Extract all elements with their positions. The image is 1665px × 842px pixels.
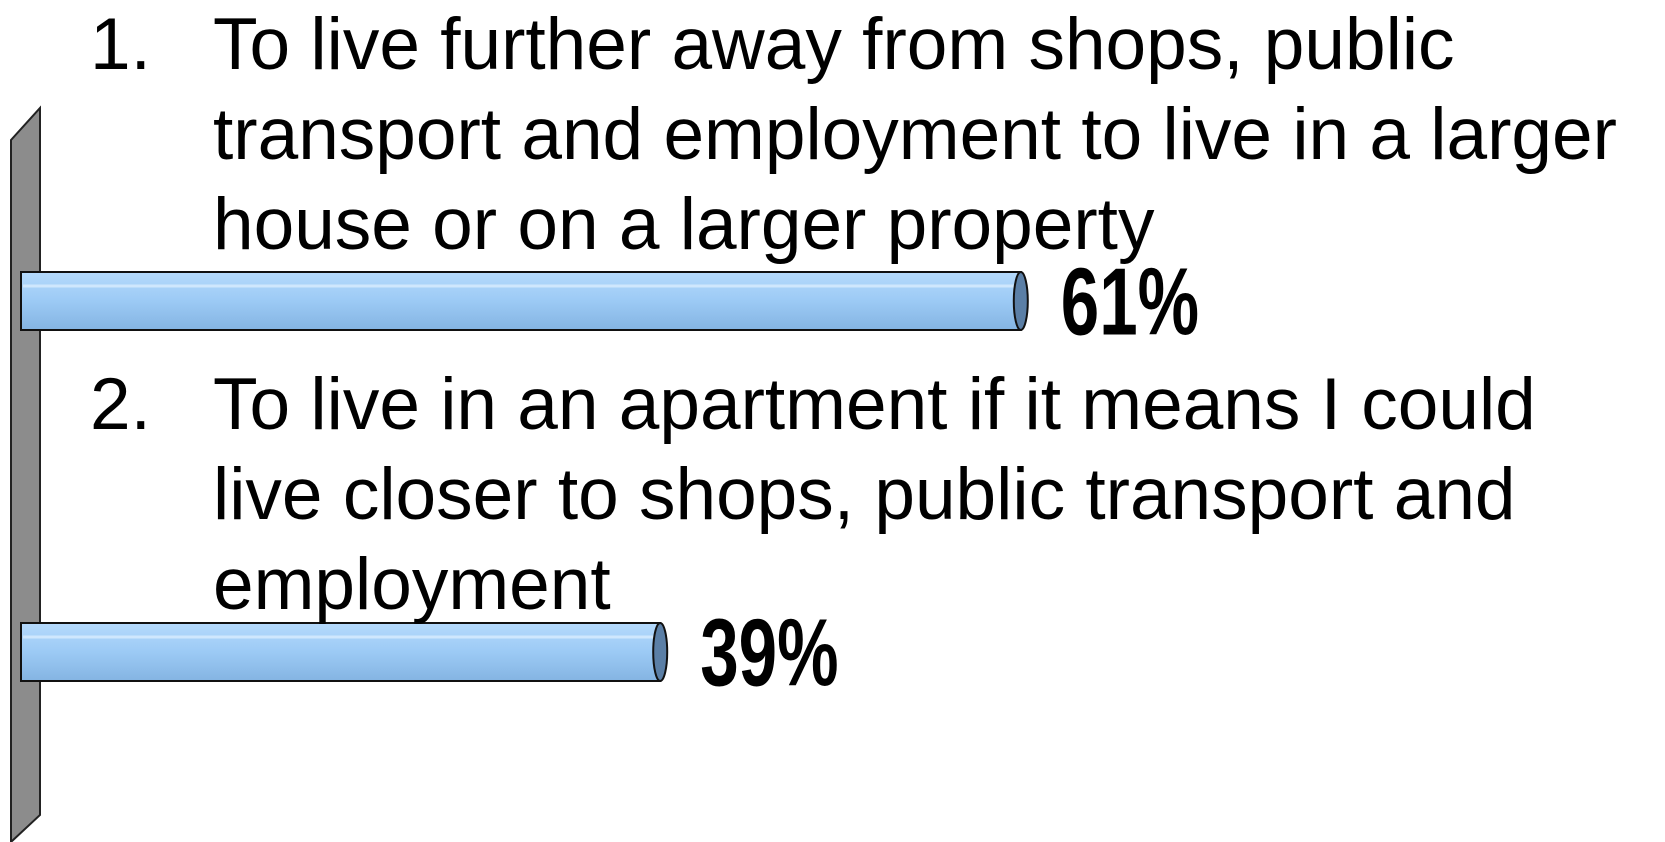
value-label: 61% [1061,247,1199,355]
category-label: To live in an apartment if it means I co… [213,364,1536,625]
category-number: 2. [90,364,151,445]
category-label: To live further away from shops, public … [213,4,1617,265]
bar [20,622,662,682]
value-label: 39% [700,598,838,706]
wall [10,105,41,842]
bar-end [652,622,669,682]
category-item: 2. To live in an apartment if it means I … [90,360,1650,630]
bar-end [1012,271,1029,331]
bar [20,271,1022,331]
category-item: 1. To live further away from shops, publi… [90,0,1650,270]
category-number: 1. [90,4,151,85]
